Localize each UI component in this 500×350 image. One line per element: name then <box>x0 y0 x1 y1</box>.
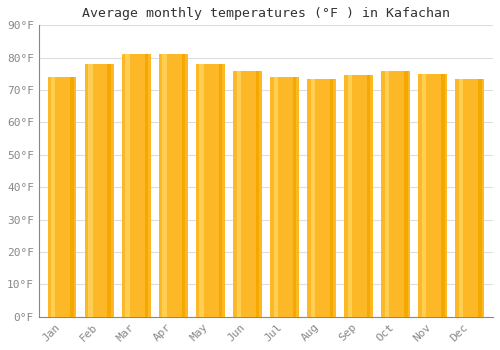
Bar <box>310 79 315 317</box>
Bar <box>236 71 241 317</box>
Bar <box>51 77 56 317</box>
Bar <box>441 74 444 317</box>
Bar <box>162 55 166 317</box>
Bar <box>404 71 407 317</box>
Bar <box>256 71 259 317</box>
Bar <box>182 55 185 317</box>
Bar <box>200 64 204 317</box>
Bar <box>456 79 484 317</box>
Bar <box>233 71 262 317</box>
Bar <box>459 79 464 317</box>
Bar <box>159 55 188 317</box>
Bar <box>344 76 373 317</box>
Bar <box>84 64 114 317</box>
Bar <box>422 74 426 317</box>
Bar <box>367 76 370 317</box>
Bar <box>330 79 334 317</box>
Bar <box>274 77 278 317</box>
Bar <box>307 79 336 317</box>
Bar <box>196 64 225 317</box>
Bar <box>385 71 389 317</box>
Bar <box>88 64 92 317</box>
Bar <box>126 55 130 317</box>
Bar <box>218 64 222 317</box>
Bar <box>144 55 148 317</box>
Bar <box>293 77 296 317</box>
Bar <box>348 76 352 317</box>
Bar <box>270 77 299 317</box>
Bar <box>48 77 76 317</box>
Bar <box>381 71 410 317</box>
Title: Average monthly temperatures (°F ) in Kafachan: Average monthly temperatures (°F ) in Ka… <box>82 7 450 20</box>
Bar <box>70 77 74 317</box>
Bar <box>108 64 111 317</box>
Bar <box>122 55 150 317</box>
Bar <box>478 79 482 317</box>
Bar <box>418 74 447 317</box>
